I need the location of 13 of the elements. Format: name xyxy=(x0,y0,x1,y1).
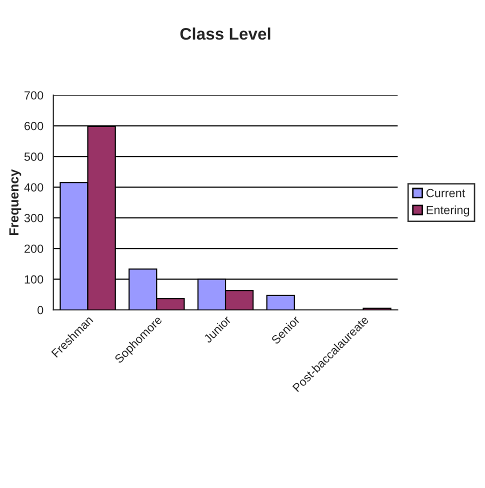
y-tick-label: 600 xyxy=(24,122,44,130)
legend-label: Entering xyxy=(426,206,470,217)
legend-label: Current xyxy=(426,188,466,198)
y-tick-label: 100 xyxy=(24,275,44,284)
chart-title: Class Level xyxy=(180,28,270,40)
y-tick-label: 400 xyxy=(24,183,44,192)
bar xyxy=(266,294,295,310)
y-tick-label: 700 xyxy=(24,91,44,100)
y-tick-label: 0 xyxy=(38,306,44,314)
y-tick-label: 300 xyxy=(24,214,44,222)
y-tick-label: 200 xyxy=(24,244,44,253)
y-tick-label: 500 xyxy=(24,152,44,161)
y-axis-title: Frequency xyxy=(9,169,22,235)
